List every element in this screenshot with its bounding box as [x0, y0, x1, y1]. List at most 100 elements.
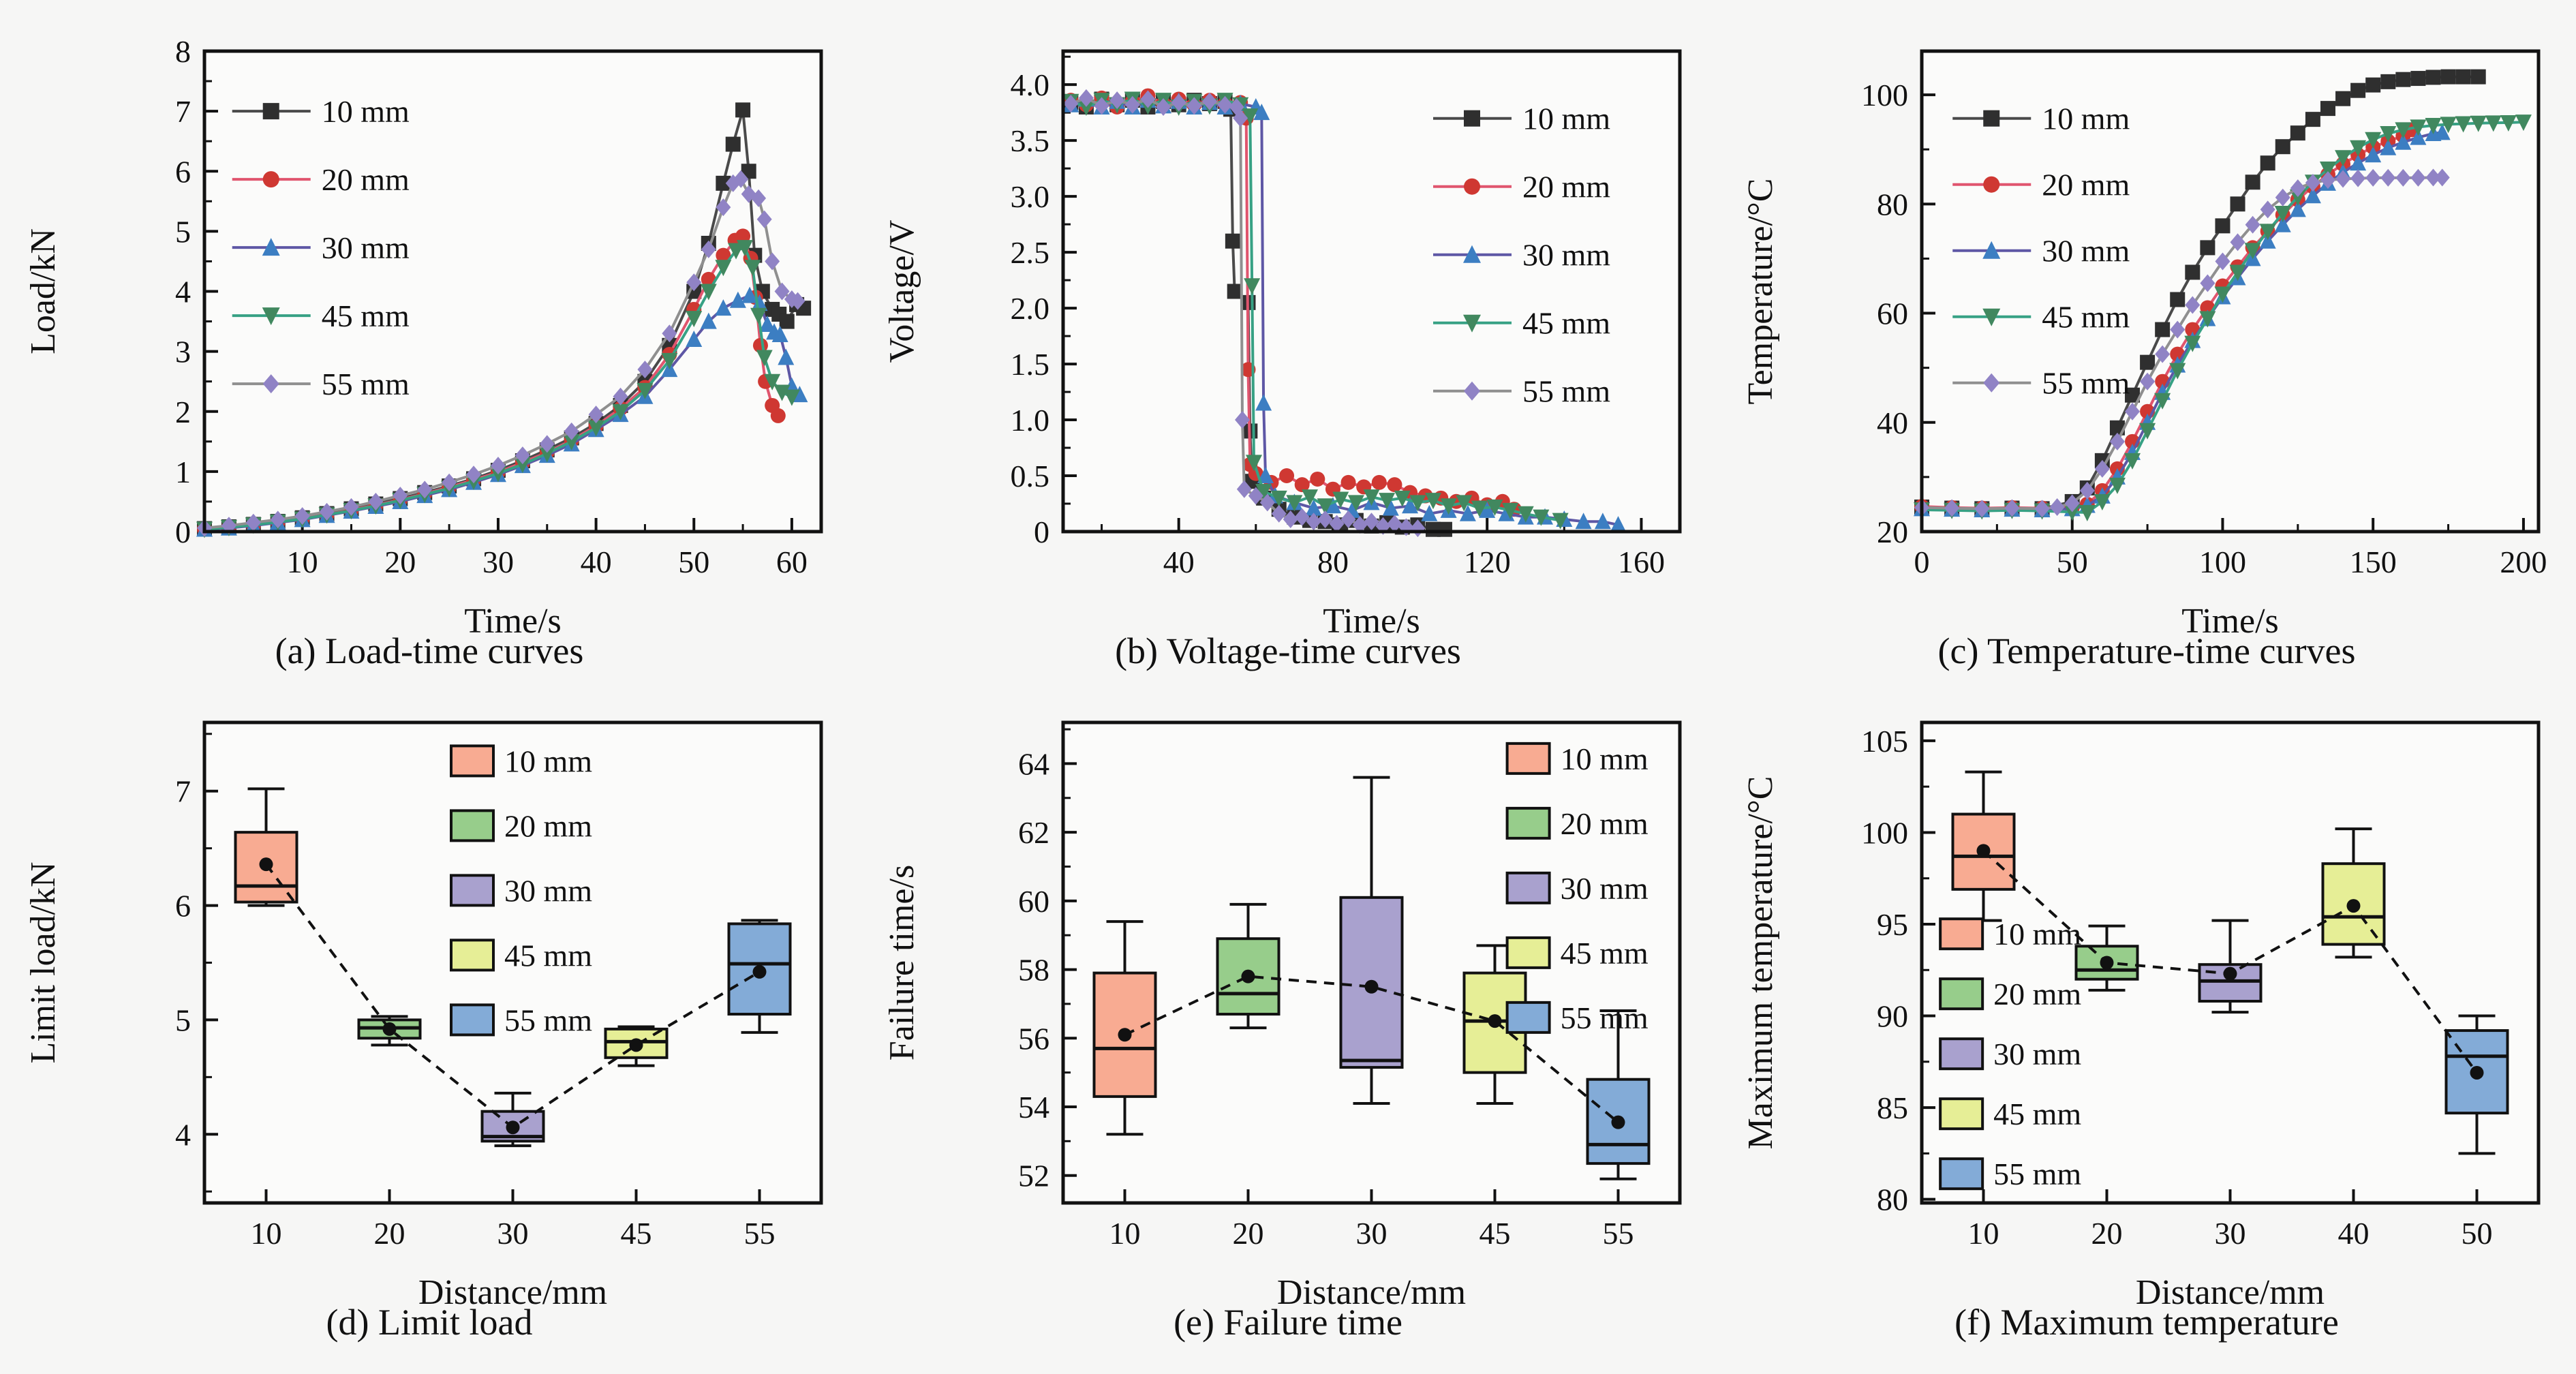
svg-text:Distance/mm: Distance/mm [418, 1273, 607, 1312]
svg-text:1.0: 1.0 [1011, 403, 1050, 438]
svg-text:6: 6 [175, 154, 191, 189]
svg-text:4: 4 [175, 1118, 191, 1152]
svg-text:20: 20 [374, 1216, 405, 1251]
svg-text:55 mm: 55 mm [1561, 1001, 1649, 1035]
panel-f-caption: (f) Maximum temperature [1954, 1302, 2339, 1343]
svg-text:95: 95 [1877, 907, 1908, 942]
svg-text:Distance/mm: Distance/mm [1277, 1273, 1466, 1312]
panel-f: 80 85 90 95 100 105 10 20 30 40 50 Distance/mm Maxim… [1717, 702, 2576, 1343]
svg-text:30: 30 [1356, 1216, 1387, 1251]
svg-text:10 mm: 10 mm [504, 744, 592, 779]
svg-text:Temperature/°C: Temperature/°C [1741, 178, 1780, 404]
svg-text:Time/s: Time/s [2181, 602, 2279, 641]
panel-d-caption: (d) Limit load [326, 1302, 533, 1343]
svg-text:20: 20 [1233, 1216, 1264, 1251]
svg-text:55 mm: 55 mm [1522, 373, 1610, 408]
svg-text:20 mm: 20 mm [2042, 167, 2130, 202]
svg-text:45 mm: 45 mm [322, 299, 410, 333]
panel-d: 4 5 6 7 10 20 30 45 55 Distance/mm Limit load/kN 10… [0, 702, 859, 1343]
svg-text:30 mm: 30 mm [504, 874, 592, 909]
svg-text:50: 50 [2057, 545, 2088, 579]
svg-text:55: 55 [744, 1216, 776, 1251]
svg-text:4.0: 4.0 [1011, 67, 1050, 102]
svg-text:40: 40 [2338, 1216, 2370, 1251]
svg-text:105: 105 [1861, 724, 1908, 759]
svg-text:20: 20 [1877, 515, 1908, 549]
svg-text:62: 62 [1018, 815, 1049, 850]
svg-text:100: 100 [1861, 816, 1908, 851]
svg-text:30: 30 [2215, 1216, 2246, 1251]
chart-load-time: 0 1 2 3 4 5 6 7 8 10 20 30 40 50 60 Time/s Load/kN 10 mm 2… [24, 34, 823, 641]
svg-text:10: 10 [251, 1216, 282, 1251]
panel-b: 0 0.5 1.0 1.5 2.0 2.5 3.0 3.5 4.0 40 80 120 160 Time/… [859, 31, 1717, 672]
svg-text:45 mm: 45 mm [1522, 305, 1610, 340]
svg-text:Failure time/s: Failure time/s [883, 865, 921, 1060]
figure-row-bottom: 4 5 6 7 10 20 30 45 55 Distance/mm Limit load/kN 10… [0, 702, 2576, 1343]
svg-text:200: 200 [2500, 545, 2547, 579]
svg-text:85: 85 [1877, 1090, 1908, 1125]
svg-text:10 mm: 10 mm [322, 94, 410, 129]
svg-text:20 mm: 20 mm [1561, 806, 1649, 841]
svg-text:10: 10 [287, 545, 318, 579]
svg-text:50: 50 [678, 545, 709, 579]
svg-text:120: 120 [1464, 545, 1511, 579]
svg-text:10 mm: 10 mm [1561, 742, 1649, 776]
svg-text:60: 60 [776, 545, 808, 579]
svg-text:160: 160 [1618, 545, 1665, 579]
svg-text:Maximum temperature/°C: Maximum temperature/°C [1741, 776, 1780, 1150]
svg-text:8: 8 [175, 34, 191, 69]
svg-text:64: 64 [1018, 747, 1049, 782]
panel-e-caption: (e) Failure time [1174, 1302, 1402, 1343]
svg-text:3.0: 3.0 [1011, 179, 1050, 214]
panel-a: 0 1 2 3 4 5 6 7 8 10 20 30 40 50 60 Time/s Load/kN 10 mm 2… [0, 31, 859, 672]
svg-text:5: 5 [175, 214, 191, 249]
chart-voltage-time: 0 0.5 1.0 1.5 2.0 2.5 3.0 3.5 4.0 40 80 120 160 Time/… [883, 49, 1682, 641]
panel-c: 20 40 60 80 100 0 50 100 150 200 Time/s Temperature… [1717, 31, 2576, 672]
svg-text:40: 40 [1877, 405, 1908, 440]
svg-text:20 mm: 20 mm [1522, 169, 1610, 204]
svg-text:55 mm: 55 mm [1993, 1157, 2081, 1192]
svg-text:40: 40 [1163, 545, 1195, 579]
svg-text:2.5: 2.5 [1011, 235, 1050, 270]
svg-text:52: 52 [1018, 1159, 1049, 1193]
svg-text:0.5: 0.5 [1011, 459, 1050, 493]
svg-text:10: 10 [1968, 1216, 1999, 1251]
panel-e: 52 54 56 58 60 62 64 10 20 30 45 55 Distance/mm Failu… [859, 702, 1717, 1343]
panel-b-caption: (b) Voltage-time curves [1115, 630, 1461, 671]
svg-text:7: 7 [175, 774, 191, 809]
panel-a-caption: (a) Load-time curves [275, 630, 584, 671]
svg-text:0: 0 [175, 515, 191, 549]
chart-max-temperature-boxplot: 80 85 90 95 100 105 10 20 30 40 50 Distance/mm Maxim… [1741, 720, 2541, 1312]
svg-text:45 mm: 45 mm [1561, 936, 1649, 971]
svg-text:100: 100 [2199, 545, 2246, 579]
svg-text:Voltage/V: Voltage/V [883, 219, 921, 363]
chart-temperature-time: 20 40 60 80 100 0 50 100 150 200 Time/s Temperature… [1741, 49, 2547, 641]
svg-text:90: 90 [1877, 999, 1908, 1034]
svg-text:60: 60 [1877, 296, 1908, 331]
svg-text:5: 5 [175, 1003, 191, 1038]
svg-text:0: 0 [1914, 545, 1930, 579]
svg-text:20 mm: 20 mm [1993, 977, 2081, 1012]
svg-text:Limit load/kN: Limit load/kN [24, 862, 63, 1064]
svg-text:80: 80 [1877, 1182, 1908, 1217]
svg-text:20: 20 [2091, 1216, 2123, 1251]
svg-text:40: 40 [581, 545, 612, 579]
svg-text:30 mm: 30 mm [1561, 871, 1649, 906]
svg-text:54: 54 [1018, 1090, 1049, 1125]
svg-text:45 mm: 45 mm [504, 938, 592, 973]
svg-text:55 mm: 55 mm [2042, 365, 2130, 400]
svg-text:30 mm: 30 mm [322, 230, 410, 265]
svg-text:Load/kN: Load/kN [24, 228, 63, 354]
panel-c-caption: (c) Temperature-time curves [1937, 630, 2356, 671]
svg-text:Time/s: Time/s [1323, 602, 1420, 641]
svg-text:150: 150 [2350, 545, 2397, 579]
svg-text:1.5: 1.5 [1011, 347, 1050, 382]
svg-text:55: 55 [1603, 1216, 1634, 1251]
svg-text:20 mm: 20 mm [504, 809, 592, 844]
svg-text:100: 100 [1861, 78, 1908, 112]
svg-text:30 mm: 30 mm [1993, 1037, 2081, 1072]
chart-failure-time-boxplot: 52 54 56 58 60 62 64 10 20 30 45 55 Distance/mm Failu… [883, 720, 1682, 1312]
svg-text:55 mm: 55 mm [504, 1003, 592, 1038]
